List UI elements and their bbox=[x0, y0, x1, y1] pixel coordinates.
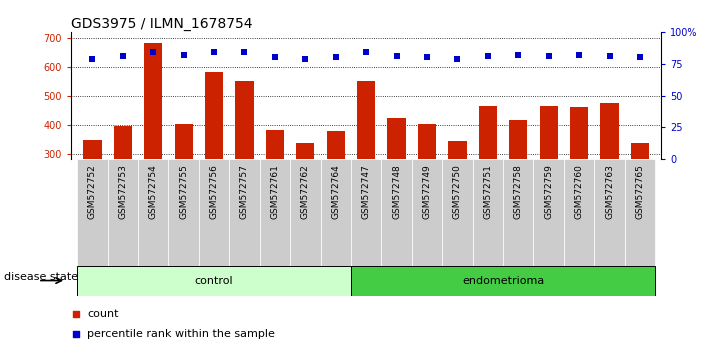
Bar bbox=[449, 141, 466, 240]
Bar bbox=[199, 159, 229, 266]
Bar bbox=[321, 159, 351, 266]
Text: GSM572764: GSM572764 bbox=[331, 165, 341, 219]
Text: GSM572749: GSM572749 bbox=[422, 165, 432, 219]
Point bbox=[422, 55, 433, 60]
Bar bbox=[418, 124, 436, 240]
Point bbox=[178, 52, 189, 58]
Bar bbox=[503, 159, 533, 266]
Text: GSM572760: GSM572760 bbox=[574, 165, 584, 219]
Bar bbox=[357, 81, 375, 240]
Text: percentile rank within the sample: percentile rank within the sample bbox=[87, 329, 275, 339]
Text: GSM572759: GSM572759 bbox=[544, 165, 553, 219]
Point bbox=[604, 53, 615, 59]
Bar bbox=[381, 159, 412, 266]
Bar bbox=[631, 143, 649, 240]
Point bbox=[513, 52, 524, 58]
Text: GSM572756: GSM572756 bbox=[210, 165, 218, 219]
Text: GSM572752: GSM572752 bbox=[88, 165, 97, 219]
Text: GSM572751: GSM572751 bbox=[483, 165, 492, 219]
Text: GSM572758: GSM572758 bbox=[514, 165, 523, 219]
Point bbox=[573, 52, 584, 58]
Text: GSM572748: GSM572748 bbox=[392, 165, 401, 219]
Bar bbox=[205, 72, 223, 240]
Text: GSM572747: GSM572747 bbox=[362, 165, 370, 219]
Point bbox=[239, 50, 250, 55]
Point bbox=[391, 53, 402, 59]
Bar bbox=[138, 159, 169, 266]
Bar bbox=[266, 130, 284, 240]
Bar bbox=[107, 159, 138, 266]
Bar bbox=[235, 81, 254, 240]
Bar bbox=[296, 143, 314, 240]
Text: GDS3975 / ILMN_1678754: GDS3975 / ILMN_1678754 bbox=[71, 17, 252, 31]
Bar bbox=[169, 159, 199, 266]
Point bbox=[634, 55, 646, 60]
Bar bbox=[387, 118, 406, 240]
Point bbox=[208, 50, 220, 55]
Point bbox=[451, 56, 463, 62]
Bar bbox=[77, 159, 107, 266]
Point bbox=[148, 50, 159, 55]
Point bbox=[269, 55, 281, 60]
Text: control: control bbox=[195, 275, 233, 286]
Point bbox=[543, 53, 555, 59]
Text: GSM572762: GSM572762 bbox=[301, 165, 310, 219]
Bar bbox=[412, 159, 442, 266]
Point bbox=[482, 53, 493, 59]
Bar bbox=[625, 159, 655, 266]
Text: count: count bbox=[87, 309, 119, 319]
Point bbox=[360, 50, 372, 55]
Bar bbox=[290, 159, 321, 266]
Text: GSM572757: GSM572757 bbox=[240, 165, 249, 219]
Point bbox=[71, 331, 82, 337]
Bar bbox=[326, 131, 345, 240]
Bar bbox=[144, 43, 162, 240]
Point bbox=[71, 312, 82, 317]
Bar bbox=[594, 159, 625, 266]
Bar bbox=[479, 106, 497, 240]
Point bbox=[330, 55, 341, 60]
Bar bbox=[600, 103, 619, 240]
Text: endometrioma: endometrioma bbox=[462, 275, 544, 286]
Bar bbox=[564, 159, 594, 266]
Point bbox=[87, 56, 98, 62]
Bar bbox=[473, 159, 503, 266]
Bar bbox=[442, 159, 473, 266]
Bar bbox=[114, 126, 132, 240]
Bar bbox=[351, 159, 381, 266]
Text: GSM572750: GSM572750 bbox=[453, 165, 462, 219]
Bar bbox=[351, 266, 655, 296]
Bar bbox=[77, 266, 351, 296]
Bar bbox=[174, 124, 193, 240]
Text: GSM572755: GSM572755 bbox=[179, 165, 188, 219]
Bar bbox=[540, 106, 558, 240]
Bar bbox=[83, 139, 102, 240]
Bar bbox=[509, 120, 528, 240]
Text: GSM572765: GSM572765 bbox=[636, 165, 644, 219]
Text: GSM572763: GSM572763 bbox=[605, 165, 614, 219]
Bar bbox=[570, 107, 588, 240]
Text: GSM572753: GSM572753 bbox=[118, 165, 127, 219]
Text: disease state: disease state bbox=[4, 272, 77, 282]
Point bbox=[117, 53, 129, 59]
Bar bbox=[260, 159, 290, 266]
Bar bbox=[229, 159, 260, 266]
Bar bbox=[533, 159, 564, 266]
Point bbox=[299, 56, 311, 62]
Text: GSM572754: GSM572754 bbox=[149, 165, 158, 219]
Text: GSM572761: GSM572761 bbox=[270, 165, 279, 219]
